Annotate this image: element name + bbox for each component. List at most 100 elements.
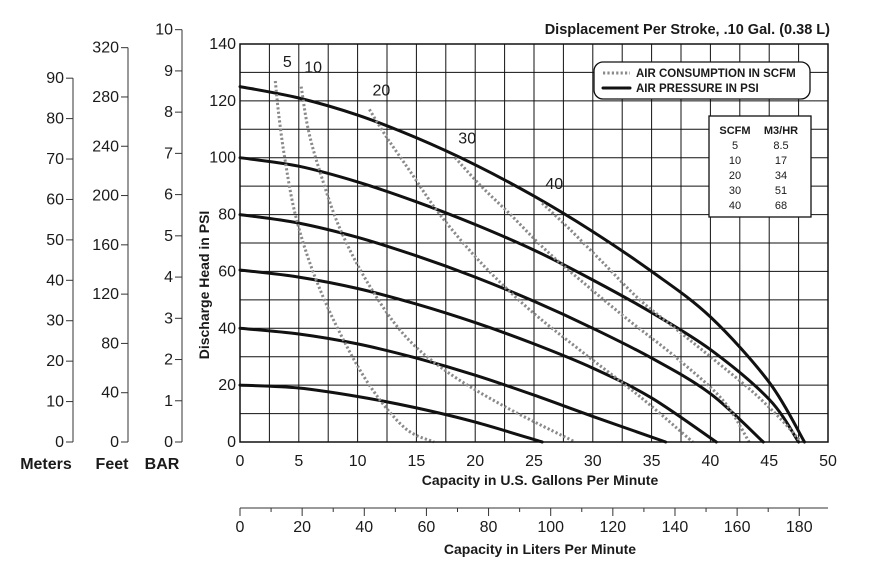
left-scale-unit-label: Feet xyxy=(96,456,130,473)
grid xyxy=(240,44,828,442)
y-tick-label: 120 xyxy=(209,93,236,110)
conversion-table: SCFM M3/HR 5 8.5 10 17 20 34 30 51 40 68 xyxy=(708,115,812,218)
x-tick-label: 45 xyxy=(760,453,778,470)
x-tick-label: 15 xyxy=(408,453,426,470)
legend: AIR CONSUMPTION IN SCFM AIR PRESSURE IN … xyxy=(593,61,811,100)
table-cell-scfm: 40 xyxy=(729,200,741,212)
x-tick-label: 35 xyxy=(643,453,661,470)
y-axis-title: Discharge Head in PSI xyxy=(196,211,212,360)
lpm-tick-label: 0 xyxy=(236,519,245,536)
left-scale-tick-label: 50 xyxy=(46,232,64,249)
x-tick-label: 0 xyxy=(236,453,245,470)
air-pressure-curve xyxy=(238,85,806,444)
left-scale-tick-label: 60 xyxy=(46,191,64,208)
y-tick-label: 60 xyxy=(218,263,236,280)
left-scale-tick-label: 0 xyxy=(164,434,173,451)
left-scale-tick-label: 7 xyxy=(164,145,173,162)
table-cell-scfm: 30 xyxy=(729,185,741,197)
left-scale-tick-label: 3 xyxy=(164,310,173,327)
left-scale-tick-label: 10 xyxy=(155,22,173,39)
x-tick-label: 40 xyxy=(702,453,720,470)
left-scale-tick-label: 80 xyxy=(101,335,119,352)
left-scale-tick-label: 0 xyxy=(110,434,119,451)
legend-psi-label: AIR PRESSURE IN PSI xyxy=(636,83,759,95)
left-scale-tick-label: 280 xyxy=(92,89,119,106)
air-pressure-curve xyxy=(238,213,765,444)
air-pressure-curve xyxy=(238,326,668,444)
left-scale-tick-label: 200 xyxy=(92,188,119,205)
lpm-tick-label: 160 xyxy=(724,519,751,536)
left-scale-tick-label: 10 xyxy=(46,394,64,411)
left-scale-tick-label: 30 xyxy=(46,313,64,330)
table-cell-m3hr: 8.5 xyxy=(773,140,788,152)
lpm-tick-label: 20 xyxy=(293,519,311,536)
left-scale-tick-label: 70 xyxy=(46,151,64,168)
y-tick-label: 140 xyxy=(209,36,236,53)
legend-air-label: AIR CONSUMPTION IN SCFM xyxy=(636,68,796,80)
table-header-m3hr: M3/HR xyxy=(764,125,798,137)
table-cell-scfm: 5 xyxy=(732,140,738,152)
y-tick-label: 80 xyxy=(218,207,236,224)
curve-labels: 5 10 20 30 40 xyxy=(283,54,563,193)
left-scale-tick-label: 1 xyxy=(164,393,173,410)
left-scale-tick-label: 20 xyxy=(46,353,64,370)
table-cell-scfm: 10 xyxy=(729,155,741,167)
x-tick-label: 5 xyxy=(294,453,303,470)
y-tick-label: 20 xyxy=(218,377,236,394)
left-scale-tick-label: 40 xyxy=(46,272,64,289)
x-tick-label: 30 xyxy=(584,453,602,470)
lpm-tick-label: 60 xyxy=(418,519,436,536)
air-consumption-curve xyxy=(299,86,576,444)
left-scale-tick-label: 80 xyxy=(46,111,64,128)
left-scale-tick-label: 0 xyxy=(55,434,64,451)
left-scale-tick-label: 40 xyxy=(101,385,119,402)
x-tick-label: 25 xyxy=(525,453,543,470)
left-scale-tick-label: 240 xyxy=(92,138,119,155)
x-tick-label: 10 xyxy=(349,453,367,470)
air-consumption-curve xyxy=(454,156,751,443)
left-scale-tick-label: 8 xyxy=(164,104,173,121)
left-scale-tick-label: 6 xyxy=(164,187,173,204)
scfm-curve-label: 30 xyxy=(458,131,476,148)
lpm-tick-label: 100 xyxy=(537,519,564,536)
curves xyxy=(238,80,806,444)
air-consumption-curve xyxy=(273,80,435,444)
left-scale-tick-label: 320 xyxy=(92,40,119,57)
x-axis-title: Capacity in U.S. Gallons Per Minute xyxy=(422,472,659,488)
table-cell-m3hr: 17 xyxy=(775,155,787,167)
air-pressure-curve xyxy=(238,268,718,444)
x-tick-label: 50 xyxy=(819,453,837,470)
air-pressure-curve xyxy=(238,383,544,444)
table-cell-m3hr: 51 xyxy=(775,185,787,197)
y-tick-label: 40 xyxy=(218,320,236,337)
scfm-curve-label: 20 xyxy=(372,82,390,99)
legend-box xyxy=(593,61,811,100)
left-scale-tick-label: 160 xyxy=(92,237,119,254)
plot-frame xyxy=(239,43,829,443)
y-tick-label: 0 xyxy=(227,434,236,451)
table-cell-m3hr: 34 xyxy=(775,170,787,182)
lpm-tick-label: 180 xyxy=(786,519,813,536)
left-scale-unit-label: Meters xyxy=(20,456,72,473)
x-tick-label: 20 xyxy=(466,453,484,470)
lpm-axis-title: Capacity in Liters Per Minute xyxy=(444,541,636,557)
left-scale-tick-label: 2 xyxy=(164,352,173,369)
lpm-tick-label: 40 xyxy=(355,519,373,536)
scfm-curve-label: 5 xyxy=(283,54,292,71)
lpm-tick-label: 120 xyxy=(599,519,626,536)
scfm-curve-label: 40 xyxy=(545,176,563,193)
lpm-tick-label: 140 xyxy=(662,519,689,536)
left-scale-tick-label: 9 xyxy=(164,63,173,80)
table-cell-m3hr: 68 xyxy=(775,200,787,212)
left-scale-tick-label: 120 xyxy=(92,286,119,303)
air-pressure-curve xyxy=(238,156,801,444)
left-scale-tick-label: 5 xyxy=(164,228,173,245)
left-scale-unit-label: BAR xyxy=(145,456,180,473)
table-cell-scfm: 20 xyxy=(729,170,741,182)
left-scale-tick-label: 4 xyxy=(164,269,173,286)
conversion-table-box xyxy=(708,115,812,218)
y-tick-label: 100 xyxy=(209,150,236,167)
scfm-curve-label: 10 xyxy=(304,60,322,77)
